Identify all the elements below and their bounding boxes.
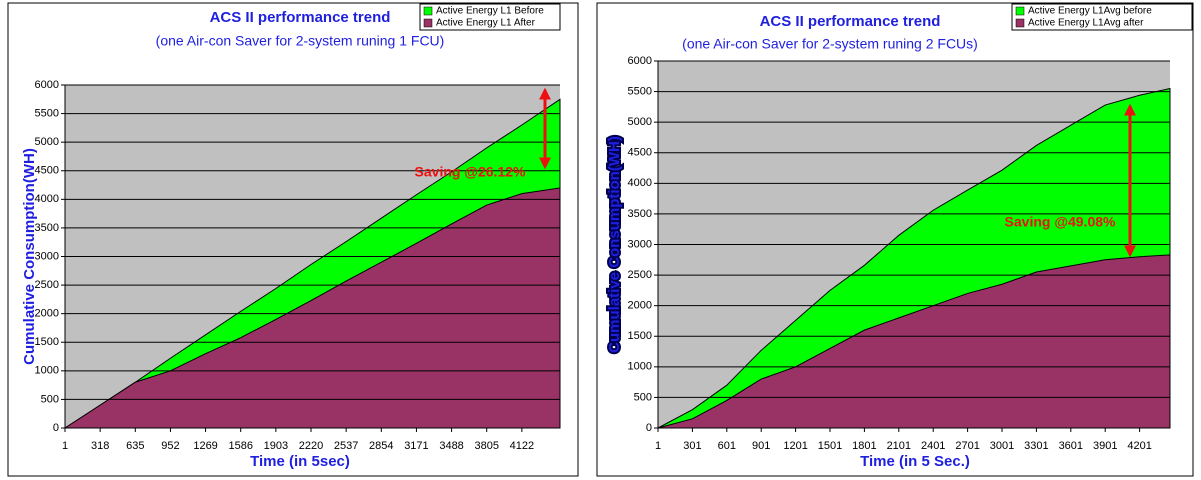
legend-swatch (423, 18, 433, 28)
y-tick-label: 1500 (628, 330, 652, 342)
y-tick-label: 5000 (628, 116, 652, 128)
y-axis-label: Cumulative Consumption(WH) (21, 148, 38, 365)
y-tick-label: 5500 (35, 107, 59, 119)
y-tick-label: 4000 (628, 177, 652, 189)
x-tick-label: 635 (126, 440, 144, 452)
legend-box (419, 3, 561, 31)
x-tick-label: 1 (655, 440, 661, 452)
legend-label: Active Energy L1Avg after (1028, 18, 1144, 29)
y-tick-label: 3500 (35, 222, 59, 234)
annotation: Saving @49.08% (1005, 214, 1116, 230)
legend-label: Active Energy L1 Before (436, 6, 544, 17)
x-tick-label: 4201 (1127, 440, 1151, 452)
legend-swatch (423, 6, 433, 16)
y-tick-label: 4500 (35, 165, 59, 177)
area (657, 254, 1171, 429)
x-tick-label: 3488 (439, 440, 463, 452)
x-tick-label: 2220 (299, 440, 323, 452)
area (63, 187, 561, 429)
x-tick-label: 1801 (852, 440, 876, 452)
legend-swatch (1015, 6, 1025, 16)
x-tick-label: 3901 (1093, 440, 1117, 452)
y-tick-label: 5000 (35, 136, 59, 148)
x-tick-label: 1201 (783, 440, 807, 452)
y-tick-label: 3000 (35, 250, 59, 262)
y-tick-label: 1000 (35, 365, 59, 377)
chart-subtitle: (one Air-con Saver for 2-system runing 2… (682, 36, 978, 52)
chart-subtitle: (one Air-con Saver for 2-system runing 1… (156, 33, 445, 49)
x-tick-label: 952 (161, 440, 179, 452)
x-tick-label: 2701 (955, 440, 979, 452)
chart-title: ACS II performance trend (760, 13, 941, 30)
y-tick-label: 2000 (35, 308, 59, 320)
x-axis-label: Time (in 5sec) (250, 453, 350, 470)
legend-swatch (1015, 18, 1025, 28)
y-tick-label: 500 (41, 393, 59, 405)
x-tick-label: 2101 (887, 440, 911, 452)
y-tick-label: 5500 (628, 85, 652, 97)
x-tick-label: 4122 (510, 440, 534, 452)
legend-label: Active Energy L1Avg before (1028, 6, 1152, 17)
annotation: Saving @26.12% (415, 164, 526, 180)
x-tick-label: 318 (91, 440, 109, 452)
chart: 0 500 1000 1500 2000 2500 3000 3500 4000 4500 5000… (7, 2, 579, 477)
x-tick-label: 601 (718, 440, 736, 452)
y-axis-label: Cumulative Consumption(WH) (606, 136, 623, 353)
x-tick-label: 301 (683, 440, 701, 452)
legend-box (1011, 3, 1193, 31)
y-tick-label: 1000 (628, 361, 652, 373)
x-tick-label: 901 (752, 440, 770, 452)
y-tick-label: 2000 (628, 300, 652, 312)
y-tick-label: 4000 (35, 193, 59, 205)
y-tick-label: 4500 (628, 147, 652, 159)
x-tick-label: 2537 (334, 440, 358, 452)
x-tick-label: 1501 (818, 440, 842, 452)
x-tick-label: 2854 (369, 440, 393, 452)
y-tick-label: 3500 (628, 208, 652, 220)
chart-title: ACS II performance trend (210, 9, 391, 26)
x-tick-label: 1586 (228, 440, 252, 452)
chart: 0 500 1000 1500 2000 2500 3000 3500 4000 4500 5000… (596, 2, 1194, 477)
y-tick-label: 6000 (35, 79, 59, 91)
x-tick-label: 3601 (1059, 440, 1083, 452)
legend-label: Active Energy L1 After (436, 18, 536, 29)
y-tick-label: 6000 (628, 55, 652, 67)
y-tick-label: 2500 (35, 279, 59, 291)
y-tick-label: 0 (646, 422, 652, 434)
x-tick-label: 3001 (990, 440, 1014, 452)
x-tick-label: 1903 (264, 440, 288, 452)
y-tick-label: 0 (53, 422, 59, 434)
y-tick-label: 1500 (35, 336, 59, 348)
x-axis-label: Time (in 5 Sec.) (860, 453, 970, 470)
x-tick-label: 2401 (921, 440, 945, 452)
x-tick-label: 3301 (1024, 440, 1048, 452)
x-tick-label: 3805 (474, 440, 498, 452)
x-tick-label: 3171 (404, 440, 428, 452)
x-tick-label: 1 (62, 440, 68, 452)
y-tick-label: 2500 (628, 269, 652, 281)
x-tick-label: 1269 (193, 440, 217, 452)
y-tick-label: 3000 (628, 238, 652, 250)
y-tick-label: 500 (634, 391, 652, 403)
